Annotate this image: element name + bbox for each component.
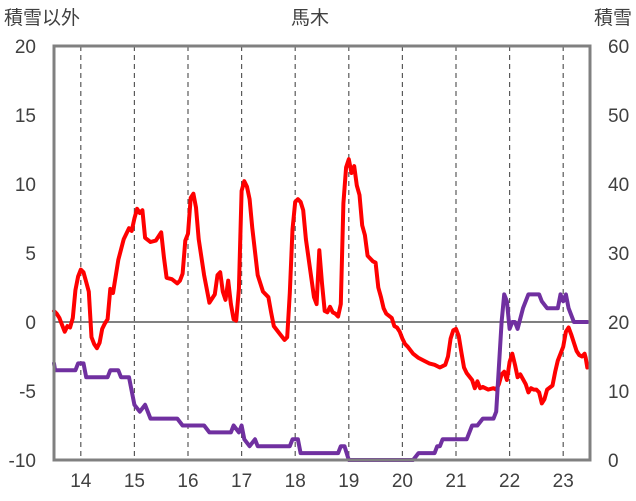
left-axis-label: 積雪以外 bbox=[4, 7, 80, 29]
x-tick-label: 15 bbox=[124, 471, 145, 492]
gridlines bbox=[80, 46, 564, 460]
x-axis-ticks: 14 15 16 17 18 19 20 21 22 23 bbox=[70, 471, 574, 492]
series-line-0 bbox=[52, 157, 590, 406]
right-tick-label: 40 bbox=[608, 175, 629, 196]
x-tick-label: 23 bbox=[553, 471, 574, 492]
x-tick-label: 18 bbox=[285, 471, 306, 492]
x-tick-label: 19 bbox=[338, 471, 359, 492]
right-axis-ticks: 0 10 20 30 40 50 60 bbox=[608, 37, 629, 472]
right-tick-label: 0 bbox=[608, 451, 619, 472]
left-tick-label: -10 bbox=[9, 451, 36, 472]
right-tick-label: 20 bbox=[608, 313, 629, 334]
x-tick-label: 20 bbox=[392, 471, 413, 492]
right-axis-label: 積雪 bbox=[594, 7, 632, 29]
x-tick-label: 17 bbox=[231, 471, 252, 492]
right-tick-label: 10 bbox=[608, 382, 629, 403]
x-tick-label: 14 bbox=[70, 471, 92, 492]
right-tick-label: 50 bbox=[608, 106, 629, 127]
left-tick-label: 15 bbox=[15, 106, 36, 127]
chart-title: 馬木 bbox=[291, 7, 329, 29]
right-tick-label: 60 bbox=[608, 37, 629, 58]
left-tick-label: -5 bbox=[19, 382, 36, 403]
plot-frame bbox=[52, 44, 592, 462]
x-tick-label: 22 bbox=[499, 471, 520, 492]
left-axis-ticks: -10 -5 0 5 10 15 20 bbox=[9, 37, 36, 472]
x-tick-label: 16 bbox=[177, 471, 198, 492]
right-tick-label: 30 bbox=[608, 244, 629, 265]
left-tick-label: 20 bbox=[15, 37, 36, 58]
left-tick-label: 10 bbox=[15, 175, 36, 196]
left-tick-label: 0 bbox=[25, 313, 36, 334]
x-tick-label: 21 bbox=[445, 471, 466, 492]
left-tick-label: 5 bbox=[25, 244, 36, 265]
